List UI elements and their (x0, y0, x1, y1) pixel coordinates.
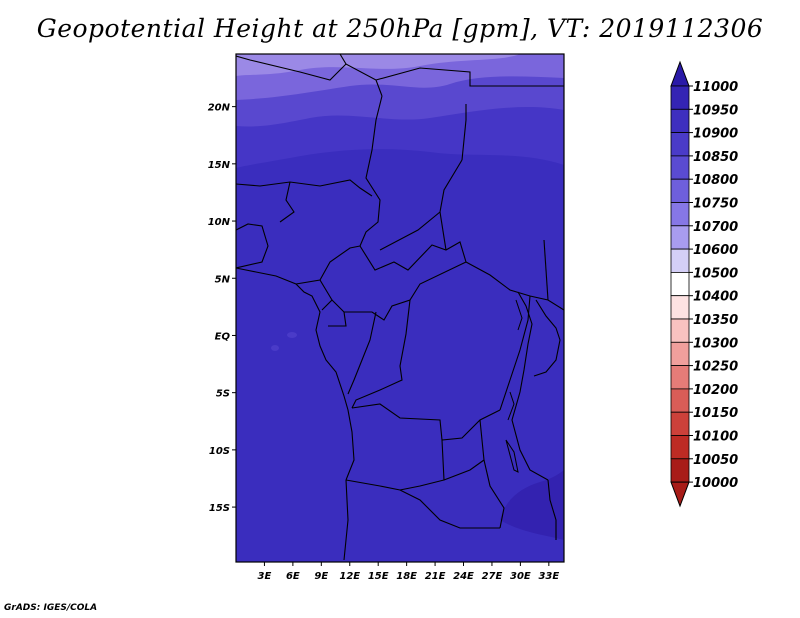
lon-tick-label: 12E (339, 571, 360, 582)
lat-tick-label: 10S (209, 446, 230, 457)
lon-tick-label: 9E (314, 571, 328, 582)
longitude-axis: 3E 6E 9E 12E 15E 18E 21E 24E 27E 30E 33E (258, 562, 559, 582)
colorbar-level-label: 10600 (693, 243, 738, 258)
colorbar-swatch (670, 318, 690, 343)
lat-tick-label: 20N (208, 103, 231, 114)
colorbar-level-label: 10900 (693, 127, 738, 142)
lon-tick-label: 18E (396, 571, 417, 582)
colorbar-swatch (670, 435, 690, 460)
colorbar-level-label: 10500 (693, 266, 738, 281)
colorbar-level-label: 10300 (693, 336, 738, 351)
colorbar-level-label: 10250 (693, 360, 738, 375)
lon-tick-label: 6E (286, 571, 300, 582)
lon-tick-label: 30E (510, 571, 531, 582)
colorbar-swatch (670, 458, 690, 483)
colorbar-swatch (670, 341, 690, 366)
colorbar-level-label: 10750 (693, 197, 738, 212)
latitude-axis: 20N 15N 10N 5N EQ 5S 10S 15S (208, 103, 236, 514)
colorbar-level-label: 11000 (693, 80, 738, 95)
colorbar-swatch (670, 178, 690, 203)
country-borders (236, 54, 564, 561)
grads-credit: GrADS: IGES/COLA (4, 603, 98, 613)
colorbar-level-label: 10000 (693, 476, 738, 491)
lon-tick-label: 3E (258, 571, 272, 582)
lat-tick-label: 5N (215, 274, 231, 285)
colorbar-swatch (670, 132, 690, 157)
colorbar-bottom-arrow (670, 481, 690, 508)
colorbar-swatch (670, 225, 690, 250)
lon-tick-label: 27E (482, 571, 503, 582)
colorbar-level-label: 10200 (693, 383, 738, 398)
lon-tick-label: 15E (368, 571, 389, 582)
colorbar-level-label: 10400 (693, 290, 738, 305)
lat-tick-label: 15N (208, 160, 231, 171)
colorbar: 11000 10950 10900 10850 10800 10750 10700 10600… (670, 60, 738, 508)
colorbar-swatch (670, 155, 690, 180)
colorbar-level-label: 10850 (693, 150, 738, 165)
lon-tick-label: 21E (425, 571, 446, 582)
colorbar-swatch (670, 202, 690, 227)
colorbar-level-label: 10700 (693, 220, 738, 235)
lon-tick-label: 33E (538, 571, 559, 582)
lat-tick-label: EQ (215, 331, 231, 342)
map-frame (235, 53, 565, 563)
colorbar-level-label: 10150 (693, 406, 738, 421)
colorbar-level-label: 10100 (693, 430, 738, 445)
colorbar-swatch (670, 271, 690, 297)
field-speckle (287, 332, 297, 338)
lakes (505, 299, 523, 473)
field-low-area (500, 470, 564, 540)
colorbar-level-label: 10950 (693, 103, 738, 118)
field-band-10750 (236, 54, 520, 76)
chart-title: Geopotential Height at 250hPa [gpm], VT:… (36, 14, 764, 43)
colorbar-swatch (670, 365, 690, 390)
lon-tick-label: 24E (453, 571, 474, 582)
colorbar-swatch (670, 85, 690, 110)
colorbar-level-label: 10350 (693, 313, 738, 328)
lat-tick-label: 5S (216, 389, 230, 400)
lat-tick-label: 10N (208, 217, 231, 228)
map-area (236, 54, 564, 562)
colorbar-swatch (670, 108, 690, 134)
colorbar-top-arrow (670, 60, 690, 87)
colorbar-level-label: 10050 (693, 453, 738, 468)
field-speckle (271, 345, 279, 351)
colorbar-swatch (670, 248, 690, 273)
lat-tick-label: 15S (209, 503, 230, 514)
colorbar-swatch (670, 388, 690, 413)
colorbar-swatch (670, 295, 690, 320)
colorbar-level-label: 10800 (693, 173, 738, 188)
colorbar-swatch (670, 411, 690, 436)
